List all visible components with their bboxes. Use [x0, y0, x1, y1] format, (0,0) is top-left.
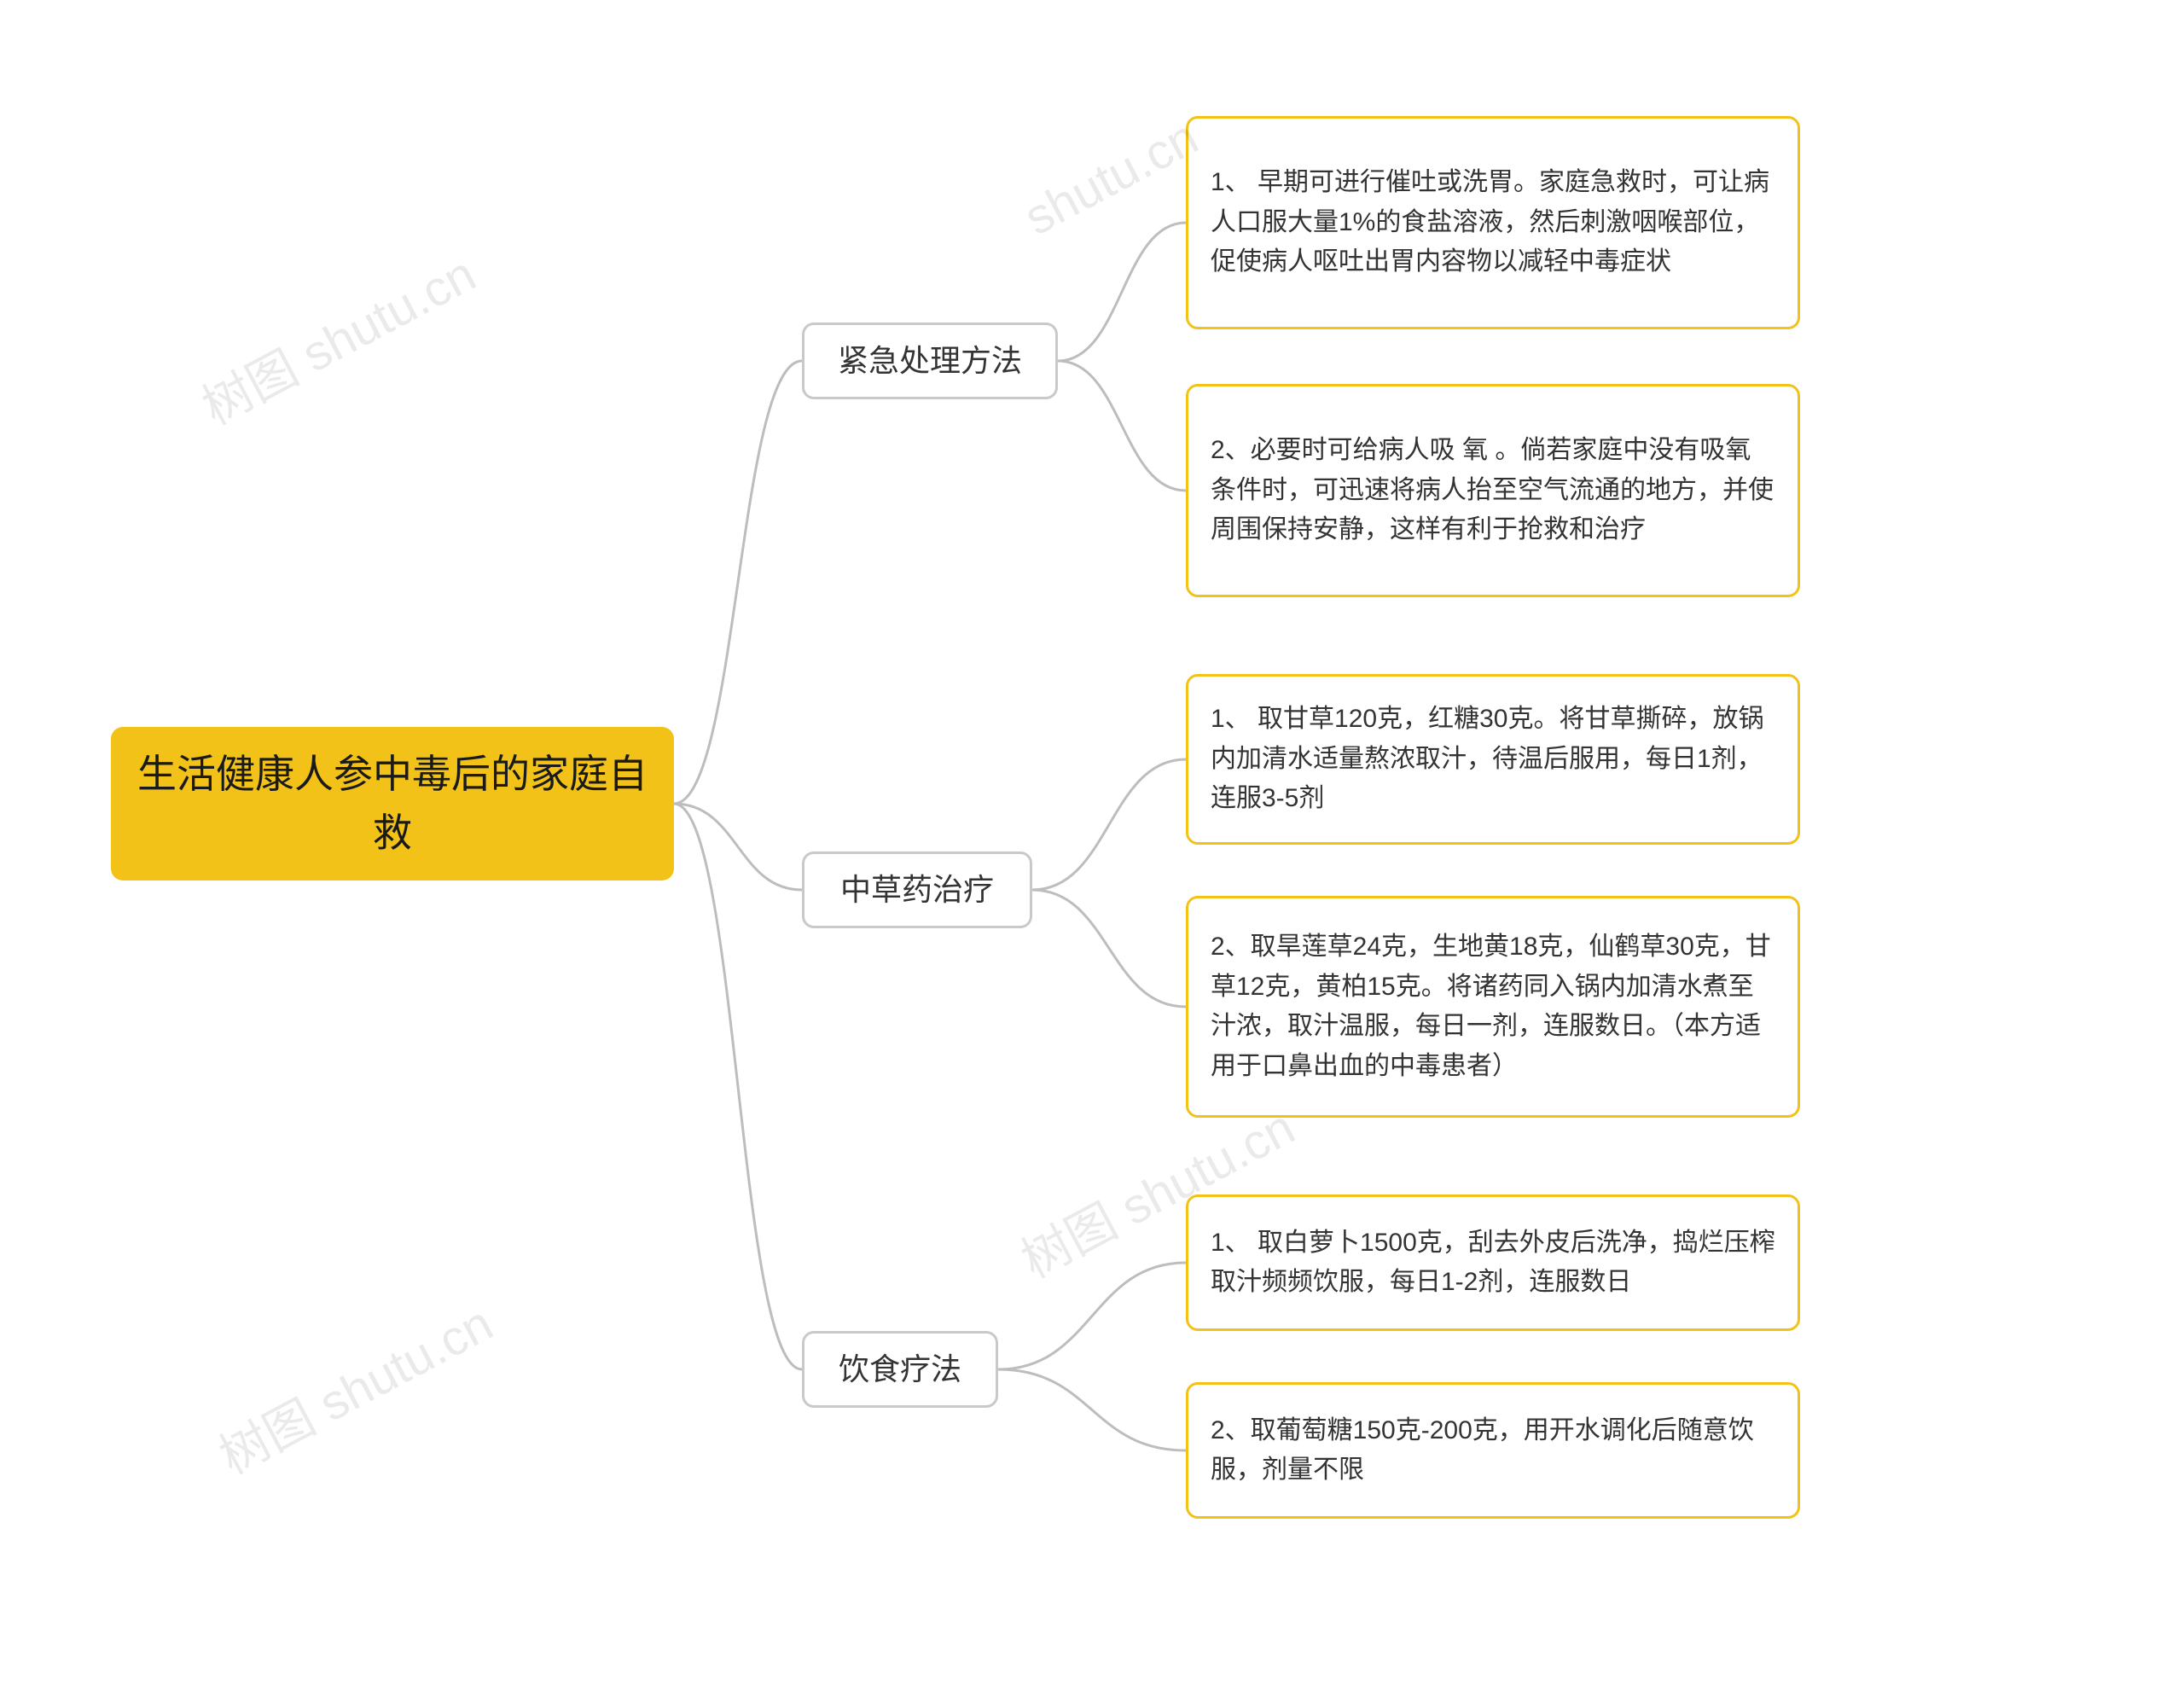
branch-herbal: 中草药治疗	[802, 851, 1032, 928]
leaf-text: 1、 早期可进行催吐或洗胃。家庭急救时，可让病人口服大量1%的食盐溶液，然后刺激…	[1211, 163, 1775, 282]
leaf-diet-1: 1、 取白萝卜1500克，刮去外皮后洗净，捣烂压榨取汁频频饮服，每日1-2剂，连…	[1186, 1194, 1800, 1331]
leaf-text: 2、取旱莲草24克，生地黄18克，仙鹤草30克，甘草12克，黄柏15克。将诸药同…	[1211, 927, 1775, 1086]
watermark: 树图 shutu.cn	[205, 1284, 503, 1488]
branch-diet: 饮食疗法	[802, 1331, 998, 1408]
branch-label: 紧急处理方法	[838, 338, 1022, 384]
branch-emergency: 紧急处理方法	[802, 323, 1058, 399]
mindmap-canvas: 生活健康人参中毒后的家庭自救 紧急处理方法 1、 早期可进行催吐或洗胃。家庭急救…	[0, 0, 2184, 1697]
leaf-diet-2: 2、取葡萄糖150克-200克，用开水调化后随意饮服，剂量不限	[1186, 1382, 1800, 1519]
leaf-text: 1、 取白萝卜1500克，刮去外皮后洗净，捣烂压榨取汁频频饮服，每日1-2剂，连…	[1211, 1223, 1775, 1303]
leaf-text: 1、 取甘草120克，红糖30克。将甘草撕碎，放锅内加清水适量熬浓取汁，待温后服…	[1211, 700, 1775, 819]
leaf-herbal-1: 1、 取甘草120克，红糖30克。将甘草撕碎，放锅内加清水适量熬浓取汁，待温后服…	[1186, 674, 1800, 845]
leaf-text: 2、必要时可给病人吸 氧 。倘若家庭中没有吸氧条件时，可迅速将病人抬至空气流通的…	[1211, 431, 1775, 550]
leaf-emergency-2: 2、必要时可给病人吸 氧 。倘若家庭中没有吸氧条件时，可迅速将病人抬至空气流通的…	[1186, 384, 1800, 597]
watermark: 树图 shutu.cn	[188, 235, 486, 439]
branch-label: 中草药治疗	[840, 867, 994, 913]
leaf-herbal-2: 2、取旱莲草24克，生地黄18克，仙鹤草30克，甘草12克，黄柏15克。将诸药同…	[1186, 896, 1800, 1118]
branch-label: 饮食疗法	[839, 1346, 961, 1392]
root-node: 生活健康人参中毒后的家庭自救	[111, 727, 674, 880]
watermark: shutu.cn	[1015, 108, 1207, 247]
root-label: 生活健康人参中毒后的家庭自救	[133, 745, 652, 863]
leaf-emergency-1: 1、 早期可进行催吐或洗胃。家庭急救时，可让病人口服大量1%的食盐溶液，然后刺激…	[1186, 116, 1800, 329]
leaf-text: 2、取葡萄糖150克-200克，用开水调化后随意饮服，剂量不限	[1211, 1411, 1775, 1491]
